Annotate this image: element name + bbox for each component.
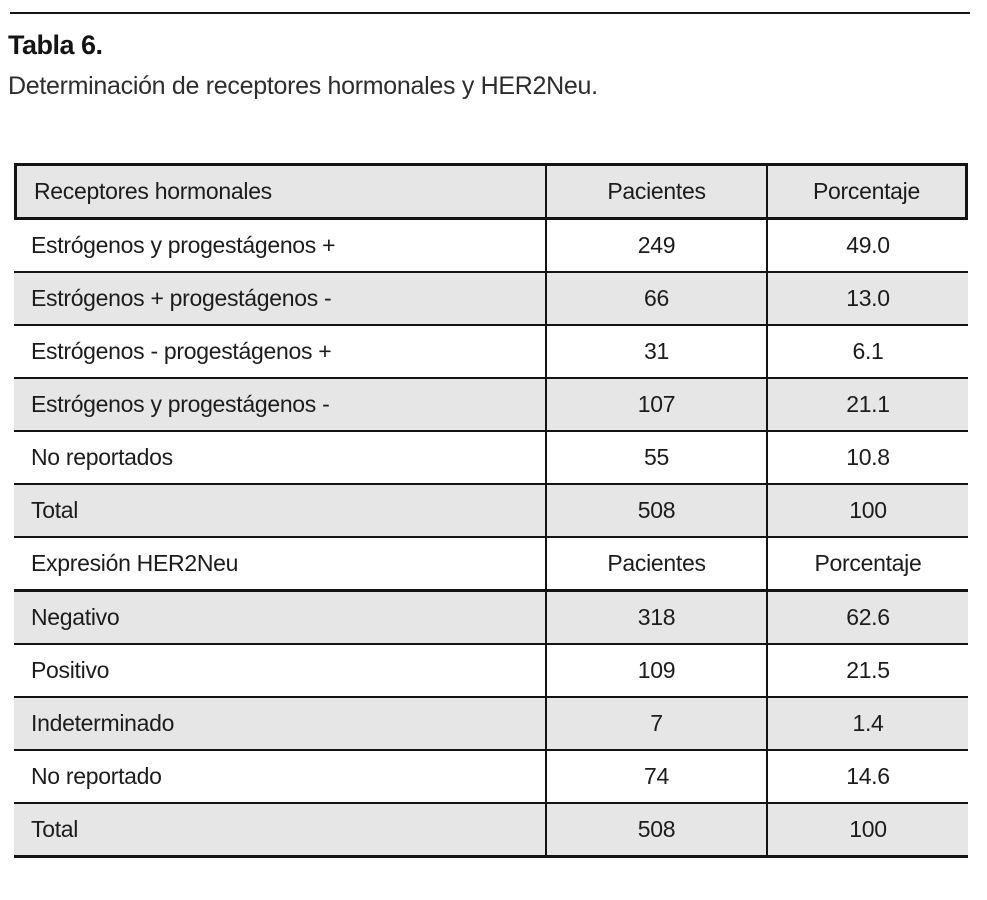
percentage-cell: 49.0: [766, 220, 968, 271]
percentage-cell: 13.0: [766, 273, 968, 324]
percentage-cell: 100: [766, 485, 968, 536]
header-row-her2neu: Expresión HER2Neu Pacientes Porcentaje: [14, 538, 968, 592]
row-label-cell: Total: [31, 816, 79, 842]
row-label-cell: No reportado: [31, 763, 162, 789]
row-label-cell: Total: [31, 497, 79, 523]
percentage-cell: 21.1: [766, 379, 968, 430]
row-label-cell: No reportados: [31, 444, 173, 470]
patients-cell: 66: [545, 273, 766, 324]
column-header-pacientes: Pacientes: [545, 166, 766, 217]
patients-cell: 508: [545, 485, 766, 536]
patients-cell: 107: [545, 379, 766, 430]
patients-cell: 31: [545, 326, 766, 377]
percentage-cell: 1.4: [766, 698, 968, 749]
data-table: Receptores hormonales Pacientes Porcenta…: [14, 163, 968, 858]
column-header-receptores-hormonales: Receptores hormonales: [34, 178, 272, 204]
patients-cell: 7: [545, 698, 766, 749]
percentage-cell: 14.6: [766, 751, 968, 802]
percentage-cell: 62.6: [766, 592, 968, 643]
column-header-expresion-her2neu: Expresión HER2Neu: [31, 550, 239, 576]
row-label-cell: Positivo: [31, 657, 110, 683]
percentage-cell: 100: [766, 804, 968, 855]
row-label-cell: Estrógenos + progestágenos -: [31, 285, 332, 311]
row-label-cell: Negativo: [31, 604, 120, 630]
percentage-cell: 21.5: [766, 645, 968, 696]
column-header-porcentaje: Porcentaje: [766, 166, 965, 217]
percentage-cell: 10.8: [766, 432, 968, 483]
table-caption: Determinación de receptores hormonales y…: [8, 72, 598, 100]
table-row: Estrógenos + progestágenos - 66 13.0: [14, 273, 968, 326]
column-header-porcentaje: Porcentaje: [766, 538, 968, 589]
row-label-cell: Estrógenos - progestágenos +: [31, 338, 332, 364]
top-divider-rule: [10, 12, 970, 14]
patients-cell: 74: [545, 751, 766, 802]
patients-cell: 249: [545, 220, 766, 271]
table-title: Tabla 6.: [8, 30, 103, 60]
column-header-pacientes: Pacientes: [545, 538, 766, 589]
header-row-hormonal-receptors: Receptores hormonales Pacientes Porcenta…: [14, 166, 968, 220]
patients-cell: 318: [545, 592, 766, 643]
total-row-hormonal: Total 508 100: [14, 485, 968, 538]
table-row: No reportado 74 14.6: [14, 751, 968, 804]
table-row: Estrógenos y progestágenos - 107 21.1: [14, 379, 968, 432]
row-label-cell: Estrógenos y progestágenos -: [31, 391, 330, 417]
table-row: Estrógenos - progestágenos + 31 6.1: [14, 326, 968, 379]
total-row-her2neu: Total 508 100: [14, 804, 968, 855]
patients-cell: 508: [545, 804, 766, 855]
table-row: Estrógenos y progestágenos + 249 49.0: [14, 220, 968, 273]
row-label-cell: Estrógenos y progestágenos +: [31, 232, 336, 258]
row-label-cell: Indeterminado: [31, 710, 175, 736]
patients-cell: 55: [545, 432, 766, 483]
table-row: Indeterminado 7 1.4: [14, 698, 968, 751]
percentage-cell: 6.1: [766, 326, 968, 377]
table-row: Positivo 109 21.5: [14, 645, 968, 698]
table-row: No reportados 55 10.8: [14, 432, 968, 485]
table-row: Negativo 318 62.6: [14, 592, 968, 645]
patients-cell: 109: [545, 645, 766, 696]
